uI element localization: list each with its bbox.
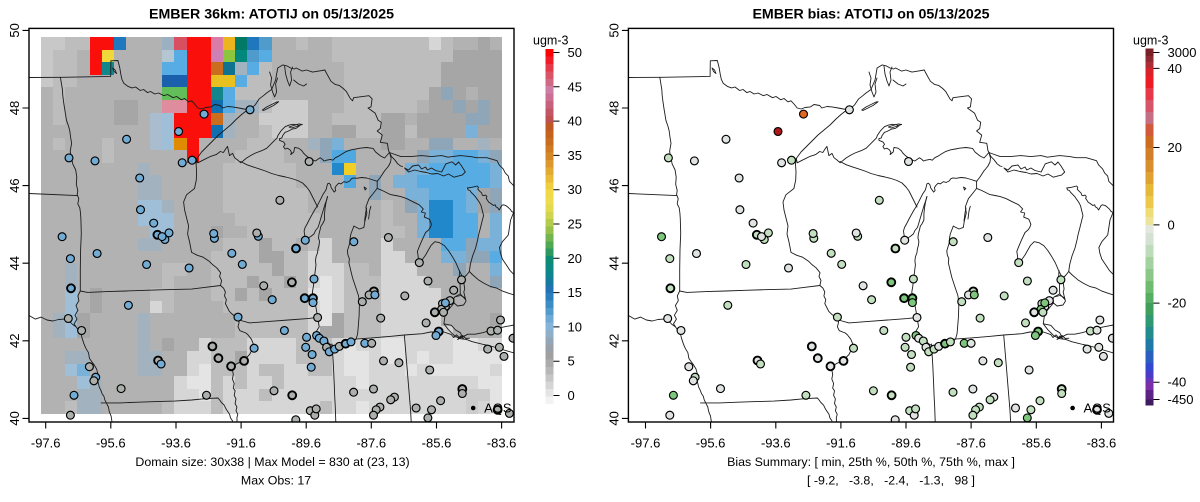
svg-text:-20: -20: [1168, 296, 1187, 311]
svg-text:20: 20: [568, 251, 582, 266]
svg-text:30: 30: [568, 182, 582, 197]
svg-text:50: 50: [568, 45, 582, 60]
svg-text:ugm-3: ugm-3: [533, 34, 568, 48]
svg-text:48: 48: [7, 101, 22, 115]
svg-text:42: 42: [7, 334, 22, 348]
svg-text:3000: 3000: [1168, 45, 1197, 60]
svg-text:50: 50: [7, 23, 22, 37]
svg-text:-97.6: -97.6: [631, 436, 661, 451]
svg-text:40: 40: [1168, 61, 1182, 76]
svg-text:-87.6: -87.6: [356, 436, 386, 451]
svg-text:-91.6: -91.6: [826, 436, 856, 451]
svg-text:-91.6: -91.6: [226, 436, 256, 451]
svg-text:20: 20: [1168, 140, 1182, 155]
svg-text:-450: -450: [1168, 392, 1194, 407]
svg-text:46: 46: [606, 178, 621, 192]
svg-text:-93.6: -93.6: [161, 436, 191, 451]
svg-text:48: 48: [606, 101, 621, 115]
svg-text:-89.6: -89.6: [291, 436, 321, 451]
svg-text:42: 42: [606, 334, 621, 348]
svg-text:EMBER bias: ATOTIJ on 05/13/20: EMBER bias: ATOTIJ on 05/13/2025: [752, 7, 989, 23]
svg-text:40: 40: [7, 411, 22, 425]
svg-text:45: 45: [568, 79, 582, 94]
svg-text:25: 25: [568, 217, 582, 232]
svg-text:ugm-3: ugm-3: [1133, 34, 1168, 48]
svg-text:35: 35: [568, 148, 582, 163]
svg-text:[ -9.2, -3.8, -2.4, -1.3: [ -9.2, -3.8, -2.4, -1.3, 98 ]: [807, 474, 975, 488]
svg-text:-87.6: -87.6: [956, 436, 986, 451]
svg-text:Domain size: 30x38 | Max Model: Domain size: 30x38 | Max Model = 830 at …: [135, 455, 409, 469]
svg-text:0: 0: [1168, 217, 1175, 232]
svg-text:-95.6: -95.6: [696, 436, 726, 451]
svg-text:50: 50: [606, 23, 621, 37]
svg-text:10: 10: [568, 319, 582, 334]
svg-text:-89.6: -89.6: [891, 436, 921, 451]
svg-text:0: 0: [568, 388, 575, 403]
svg-text:-97.6: -97.6: [31, 436, 61, 451]
svg-text:40: 40: [568, 114, 582, 129]
svg-text:46: 46: [7, 178, 22, 192]
svg-text:-95.6: -95.6: [96, 436, 126, 451]
svg-text:EMBER 36km: ATOTIJ on 05/13/20: EMBER 36km: ATOTIJ on 05/13/2025: [149, 7, 394, 23]
svg-text:-85.6: -85.6: [422, 436, 452, 451]
svg-text:Bias Summary: [ min, 25th %, 5: Bias Summary: [ min, 25th %, 50th %, 75t…: [727, 455, 1015, 469]
svg-text:44: 44: [7, 256, 22, 270]
svg-text:5: 5: [568, 354, 575, 369]
svg-text:-40: -40: [1168, 375, 1187, 390]
svg-text:-83.6: -83.6: [487, 436, 517, 451]
svg-text:44: 44: [606, 256, 621, 270]
svg-text:15: 15: [568, 285, 582, 300]
svg-text:AQS: AQS: [484, 401, 512, 416]
svg-text:AQS: AQS: [1084, 401, 1112, 416]
svg-text:-83.6: -83.6: [1087, 436, 1117, 451]
svg-text:Max Obs: 17: Max Obs: 17: [241, 474, 311, 488]
svg-text:40: 40: [606, 411, 621, 425]
svg-text:-93.6: -93.6: [761, 436, 791, 451]
svg-text:-85.6: -85.6: [1021, 436, 1051, 451]
